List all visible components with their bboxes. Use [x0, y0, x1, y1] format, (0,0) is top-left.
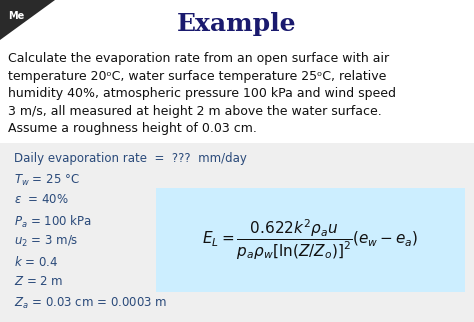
- Text: $u_2$ = 3 m/s: $u_2$ = 3 m/s: [14, 234, 79, 249]
- Text: $P_a$ = 100 kPa: $P_a$ = 100 kPa: [14, 213, 92, 230]
- Text: $\varepsilon$  = 40%: $\varepsilon$ = 40%: [14, 193, 69, 206]
- Text: $Z$ = 2 m: $Z$ = 2 m: [14, 275, 64, 288]
- Text: Calculate the evaporation rate from an open surface with air: Calculate the evaporation rate from an o…: [8, 52, 389, 65]
- Text: Assume a roughness height of 0.03 cm.: Assume a roughness height of 0.03 cm.: [8, 122, 257, 135]
- Bar: [0, 143, 474, 322]
- Text: 3 m/s, all measured at height 2 m above the water surface.: 3 m/s, all measured at height 2 m above …: [8, 105, 382, 118]
- Text: humidity 40%, atmospheric pressure 100 kPa and wind speed: humidity 40%, atmospheric pressure 100 k…: [8, 87, 396, 100]
- Text: Daily evaporation rate  =  ???  mm/day: Daily evaporation rate = ??? mm/day: [14, 152, 247, 165]
- Text: $T_w$ = 25 °C: $T_w$ = 25 °C: [14, 173, 80, 188]
- Text: $E_L = \dfrac{0.622k^2\rho_a u}{p_a\rho_w[\ln(Z/Z_o)]^2}(e_w - e_a)$: $E_L = \dfrac{0.622k^2\rho_a u}{p_a\rho_…: [202, 218, 419, 262]
- FancyBboxPatch shape: [156, 188, 465, 292]
- Text: Me: Me: [8, 11, 24, 21]
- Text: temperature 20ᵒC, water surface temperature 25ᵒC, relative: temperature 20ᵒC, water surface temperat…: [8, 70, 386, 82]
- Text: $Z_a$ = 0.03 cm = 0.0003 m: $Z_a$ = 0.03 cm = 0.0003 m: [14, 296, 167, 311]
- Polygon shape: [0, 0, 55, 40]
- Text: $k$ = 0.4: $k$ = 0.4: [14, 254, 58, 269]
- Text: Example: Example: [177, 12, 297, 36]
